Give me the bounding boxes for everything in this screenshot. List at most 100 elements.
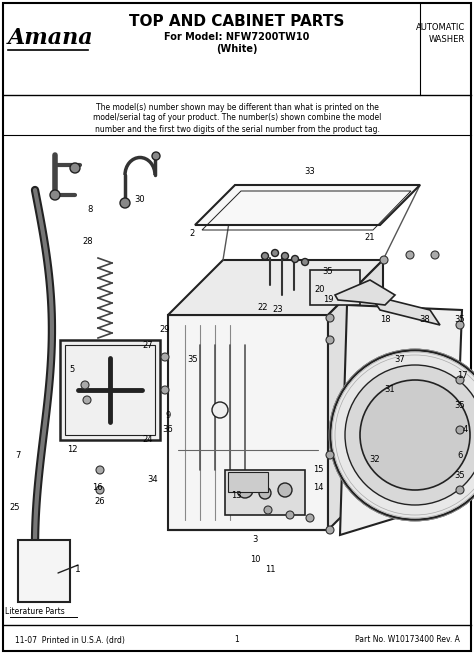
Text: For Model: NFW7200TW10: For Model: NFW7200TW10 (164, 32, 310, 42)
Text: 18: 18 (380, 315, 390, 324)
Text: 30: 30 (135, 196, 146, 205)
Circle shape (259, 487, 271, 499)
Text: 4: 4 (462, 426, 468, 434)
Text: 28: 28 (82, 237, 93, 247)
Circle shape (326, 336, 334, 344)
Circle shape (70, 163, 80, 173)
Text: 31: 31 (385, 385, 395, 394)
Circle shape (326, 314, 334, 322)
Circle shape (161, 353, 169, 361)
Polygon shape (335, 280, 395, 305)
Circle shape (330, 350, 474, 520)
Circle shape (326, 451, 334, 459)
Circle shape (96, 486, 104, 494)
Circle shape (50, 190, 60, 200)
Text: 35: 35 (455, 470, 465, 479)
Text: The model(s) number shown may be different than what is printed on the: The model(s) number shown may be differe… (96, 103, 378, 111)
Circle shape (326, 526, 334, 534)
Text: 5: 5 (69, 366, 74, 375)
Polygon shape (168, 315, 328, 530)
Text: 1: 1 (75, 566, 81, 574)
Polygon shape (370, 295, 440, 325)
Text: TOP AND CABINET PARTS: TOP AND CABINET PARTS (129, 14, 345, 29)
Text: 11: 11 (265, 566, 275, 574)
Circle shape (406, 251, 414, 259)
Circle shape (286, 511, 294, 519)
Text: 25: 25 (10, 504, 20, 513)
Circle shape (152, 152, 160, 160)
Text: 12: 12 (67, 445, 77, 455)
Text: 36: 36 (163, 426, 173, 434)
Text: 20: 20 (315, 286, 325, 294)
Text: 35: 35 (455, 315, 465, 324)
Circle shape (262, 252, 268, 260)
Circle shape (456, 321, 464, 329)
Bar (228, 472, 268, 492)
Text: AUTOMATIC: AUTOMATIC (416, 24, 465, 33)
Text: (White): (White) (216, 44, 258, 54)
Circle shape (456, 486, 464, 494)
Text: 10: 10 (250, 555, 260, 564)
Text: 23: 23 (273, 305, 283, 315)
Text: 35: 35 (188, 356, 198, 364)
Text: 11-07  Printed in U.S.A. (drd): 11-07 Printed in U.S.A. (drd) (15, 636, 125, 644)
Circle shape (272, 249, 279, 256)
Bar (60, 340, 160, 440)
Text: 15: 15 (313, 466, 323, 475)
Text: 17: 17 (456, 371, 467, 379)
Bar (18, 540, 70, 602)
Text: 35: 35 (455, 400, 465, 409)
Circle shape (431, 251, 439, 259)
Text: 24: 24 (143, 436, 153, 445)
Circle shape (456, 376, 464, 384)
Circle shape (212, 402, 228, 418)
Bar (225, 470, 305, 515)
Circle shape (120, 198, 130, 208)
Text: 14: 14 (313, 483, 323, 492)
Text: number and the first two digits of the serial number from the product tag.: number and the first two digits of the s… (94, 124, 380, 133)
Text: 3: 3 (252, 536, 258, 545)
Text: 2: 2 (190, 228, 195, 237)
Polygon shape (310, 270, 360, 305)
Circle shape (306, 514, 314, 522)
Text: 9: 9 (165, 411, 171, 419)
Text: 21: 21 (365, 233, 375, 243)
Text: 13: 13 (231, 490, 241, 500)
Text: 33: 33 (305, 167, 315, 177)
Polygon shape (328, 260, 383, 530)
Polygon shape (195, 185, 420, 225)
Polygon shape (168, 260, 383, 315)
Text: 27: 27 (143, 341, 153, 349)
Text: 35: 35 (323, 267, 333, 277)
Text: 6: 6 (457, 451, 463, 460)
Circle shape (380, 256, 388, 264)
Text: 26: 26 (95, 498, 105, 506)
Circle shape (161, 386, 169, 394)
Text: 8: 8 (87, 205, 93, 215)
Text: 29: 29 (160, 326, 170, 334)
Circle shape (301, 258, 309, 266)
Text: 34: 34 (148, 475, 158, 485)
Text: 1: 1 (235, 636, 239, 644)
Circle shape (81, 381, 89, 389)
Circle shape (264, 506, 272, 514)
Text: model/serial tag of your product. The number(s) shown combine the model: model/serial tag of your product. The nu… (93, 114, 381, 122)
Circle shape (345, 365, 474, 505)
Polygon shape (340, 305, 462, 535)
Circle shape (456, 426, 464, 434)
Text: Amana: Amana (8, 27, 94, 49)
Text: WASHER: WASHER (429, 35, 465, 44)
Circle shape (282, 252, 289, 260)
Circle shape (237, 482, 253, 498)
Text: 37: 37 (395, 356, 405, 364)
Text: 7: 7 (15, 451, 21, 460)
Circle shape (278, 483, 292, 497)
Text: 16: 16 (91, 483, 102, 492)
Text: 32: 32 (370, 455, 380, 464)
Circle shape (83, 396, 91, 404)
Circle shape (96, 466, 104, 474)
Bar (65, 345, 155, 435)
Text: 22: 22 (258, 303, 268, 313)
Circle shape (292, 256, 299, 262)
Text: Literature Parts: Literature Parts (5, 608, 65, 617)
